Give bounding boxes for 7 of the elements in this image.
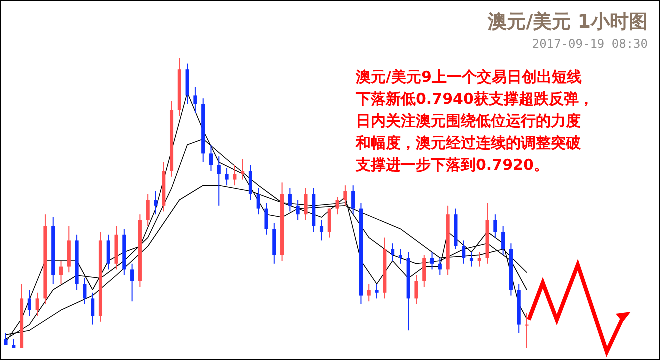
annotation: 下落新低0.7940获支撑超跌反弹， [356, 89, 595, 110]
text: 2017-09-19 08:30 [532, 37, 648, 51]
annotation: 和幅度，澳元经过连续的调整突破 [356, 133, 582, 154]
annotation: 日内关注澳元围绕低位运行的力度 [356, 111, 582, 132]
annotation: 澳元/美元9上一个交易日创出短线 [356, 67, 583, 88]
annotation: 支撑进一步下落到0.7920。 [356, 155, 550, 176]
chart-title: 澳元/美元 1小时图 [487, 11, 648, 33]
